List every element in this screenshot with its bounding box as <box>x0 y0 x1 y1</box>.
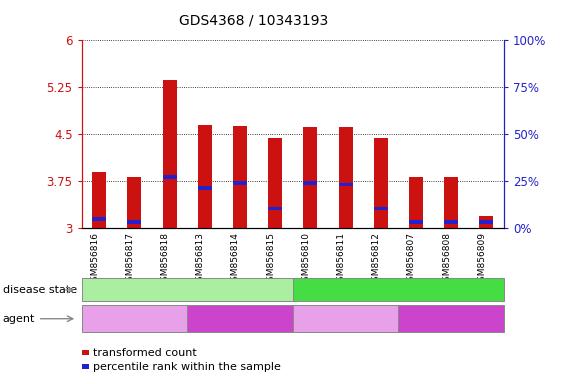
Bar <box>198 186 212 190</box>
Bar <box>479 220 493 224</box>
Bar <box>127 177 141 228</box>
Bar <box>293 278 504 301</box>
Bar <box>338 183 352 187</box>
Text: disease state: disease state <box>3 285 77 295</box>
Bar <box>444 220 458 224</box>
Text: DSS-induced colitis: DSS-induced colitis <box>131 283 244 296</box>
Text: GSM856811: GSM856811 <box>337 232 346 287</box>
Text: GSM856813: GSM856813 <box>196 232 205 287</box>
Bar <box>233 181 247 185</box>
Text: GSM856812: GSM856812 <box>372 232 381 287</box>
Bar <box>303 181 318 185</box>
Bar <box>479 216 493 228</box>
Text: GSM856814: GSM856814 <box>231 232 240 287</box>
Text: GSM856816: GSM856816 <box>90 232 99 287</box>
Text: water: water <box>223 312 257 325</box>
Text: percentile rank within the sample: percentile rank within the sample <box>93 362 281 372</box>
Bar <box>399 305 504 332</box>
Text: L-Arg: L-Arg <box>330 312 361 325</box>
Text: GSM856809: GSM856809 <box>477 232 486 287</box>
Bar <box>268 137 282 228</box>
Text: water: water <box>434 312 468 325</box>
Text: GSM856815: GSM856815 <box>266 232 275 287</box>
Bar <box>268 207 282 210</box>
Bar <box>163 80 177 228</box>
Text: GSM856810: GSM856810 <box>301 232 310 287</box>
Bar <box>92 217 106 221</box>
Bar <box>92 172 106 228</box>
Bar <box>338 127 352 228</box>
Text: control: control <box>378 283 419 296</box>
Bar <box>187 305 293 332</box>
Bar <box>293 305 399 332</box>
Bar <box>82 364 89 369</box>
Bar <box>163 175 177 179</box>
Bar <box>409 177 423 228</box>
Text: L-Arg: L-Arg <box>119 312 150 325</box>
Bar <box>233 126 247 228</box>
Bar <box>127 220 141 224</box>
Text: transformed count: transformed count <box>93 348 196 358</box>
Bar <box>82 278 293 301</box>
Bar <box>444 177 458 228</box>
Bar <box>409 220 423 224</box>
Text: GSM856818: GSM856818 <box>160 232 169 287</box>
Bar <box>303 127 318 228</box>
Text: agent: agent <box>3 314 35 324</box>
Bar <box>198 125 212 228</box>
Bar <box>374 137 388 228</box>
Text: GSM856808: GSM856808 <box>442 232 451 287</box>
Text: GSM856817: GSM856817 <box>126 232 135 287</box>
Text: GDS4368 / 10343193: GDS4368 / 10343193 <box>178 13 328 27</box>
Bar <box>82 350 89 355</box>
Text: GSM856807: GSM856807 <box>407 232 416 287</box>
Bar <box>374 207 388 210</box>
Bar <box>82 305 187 332</box>
